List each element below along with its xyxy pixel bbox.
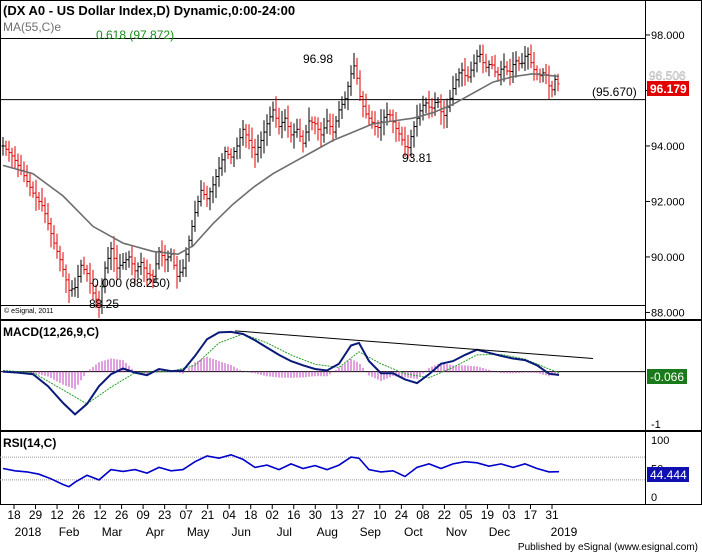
x-axis-month-label: Oct xyxy=(404,525,423,539)
annotation-low-sep: 93.81 xyxy=(402,151,432,165)
ma-line xyxy=(2,72,560,256)
x-axis-day-label: 30 xyxy=(309,508,323,522)
annotation-low-feb: 88.25 xyxy=(89,297,119,311)
x-axis-day-label: 02 xyxy=(266,508,280,522)
x-axis-month-label: Apr xyxy=(146,525,165,539)
x-axis-day-label: 03 xyxy=(502,508,516,522)
x-axis-month-label: Jun xyxy=(232,525,251,539)
x-axis-day-label: 18 xyxy=(244,508,258,522)
x-axis-day-label: 26 xyxy=(72,508,86,522)
copyright-text: © eSignal, 2011 xyxy=(4,307,54,315)
last-price-badge xyxy=(647,81,689,96)
rsi-axis-label: 0 xyxy=(651,492,657,504)
macd-signal-line xyxy=(2,333,560,405)
price-panel xyxy=(0,0,646,320)
x-axis-day-label: 23 xyxy=(158,508,172,522)
macd-trendline xyxy=(234,330,594,360)
price-axis-area xyxy=(645,0,702,320)
price-axis-label: 88.000 xyxy=(651,307,685,319)
x-axis-month-label: May xyxy=(187,525,210,539)
macd-axis-label: -1 xyxy=(651,419,661,431)
x-axis-day-label: 31 xyxy=(545,508,559,522)
x-axis-day-label: 17 xyxy=(524,508,538,522)
x-axis-day-label: 05 xyxy=(459,508,473,522)
x-axis-day-label: 04 xyxy=(223,508,237,522)
rsi-label: RSI(14,C) xyxy=(3,436,56,450)
x-axis-month-label: Dec xyxy=(489,525,510,539)
rsi-axis-label: 100 xyxy=(651,435,669,447)
x-axis-day-label: 21 xyxy=(201,508,215,522)
ma-label: MA(55,C)e xyxy=(3,20,61,34)
x-axis-day-label: 12 xyxy=(50,508,64,522)
price-axis-label: 94.000 xyxy=(651,141,685,153)
rsi-value-badge xyxy=(647,467,689,482)
price-axis-label: 92.000 xyxy=(651,196,685,208)
x-axis-day-label: 18 xyxy=(7,508,21,522)
rsi-value-label: 44.444 xyxy=(650,468,687,482)
support-label: (95.670) xyxy=(592,85,637,99)
macd-panel xyxy=(0,320,646,431)
x-axis-day-label: 12 xyxy=(93,508,107,522)
x-axis-day-label: 10 xyxy=(373,508,387,522)
x-axis-month-label: Nov xyxy=(446,525,467,539)
x-axis-ticks xyxy=(13,505,553,509)
x-axis-month-label: 2019 xyxy=(551,525,578,539)
rsi-line xyxy=(2,453,560,488)
price-axis-label: 98.000 xyxy=(651,30,685,42)
x-axis-month-label: Mar xyxy=(102,525,123,539)
chart-title: (DX A0 - US Dollar Index,D) Dynamic,0:00… xyxy=(3,3,295,18)
last-ma-label: 96.506 xyxy=(649,69,686,83)
macd-line xyxy=(2,330,560,416)
x-axis-month-label: Aug xyxy=(317,525,338,539)
x-axis-day-label: 09 xyxy=(136,508,150,522)
x-axis-month-label: Feb xyxy=(59,525,80,539)
publisher-footer: Published by eSignal (www.esignal.com) xyxy=(518,542,698,553)
x-axis-day-label: 24 xyxy=(395,508,409,522)
x-axis-day-label: 27 xyxy=(352,508,366,522)
x-axis-day-label: 29 xyxy=(29,508,43,522)
x-axis-day-labels: 18 29 12 26 12 26 09 23 07 21 04 18 02 16 30 13 27 10 24 08… xyxy=(7,508,559,522)
x-axis-day-label: 19 xyxy=(481,508,495,522)
annotation-fib-zero: 0.000 (88.250) xyxy=(92,276,170,290)
x-axis-month-label: 2018 xyxy=(15,525,42,539)
price-axis-label: 90.000 xyxy=(651,252,685,264)
x-axis-month-label: Jul xyxy=(277,525,292,539)
x-axis-day-label: 13 xyxy=(330,508,344,522)
macd-value-badge xyxy=(647,369,687,384)
x-axis-day-label: 16 xyxy=(287,508,301,522)
x-axis-month-label: Sep xyxy=(360,525,382,539)
macd-label: MACD(12,26,9,C) xyxy=(3,325,99,339)
last-price-label: 96.179 xyxy=(650,82,687,96)
x-axis-day-label: 07 xyxy=(179,508,193,522)
macd-value-label: -0.066 xyxy=(650,370,684,384)
macd-histogram xyxy=(2,356,559,390)
x-axis-day-label: 22 xyxy=(438,508,452,522)
x-axis-day-label: 08 xyxy=(416,508,430,522)
x-axis-day-label: 26 xyxy=(115,508,129,522)
annotation-high: 96.98 xyxy=(303,52,333,66)
x-axis-month-labels: 2018 Feb Mar Apr May Jun Jul Aug Sep Oct Nov Dec 201… xyxy=(15,525,578,539)
fib-label: 0.618 (97.872) xyxy=(96,28,174,42)
